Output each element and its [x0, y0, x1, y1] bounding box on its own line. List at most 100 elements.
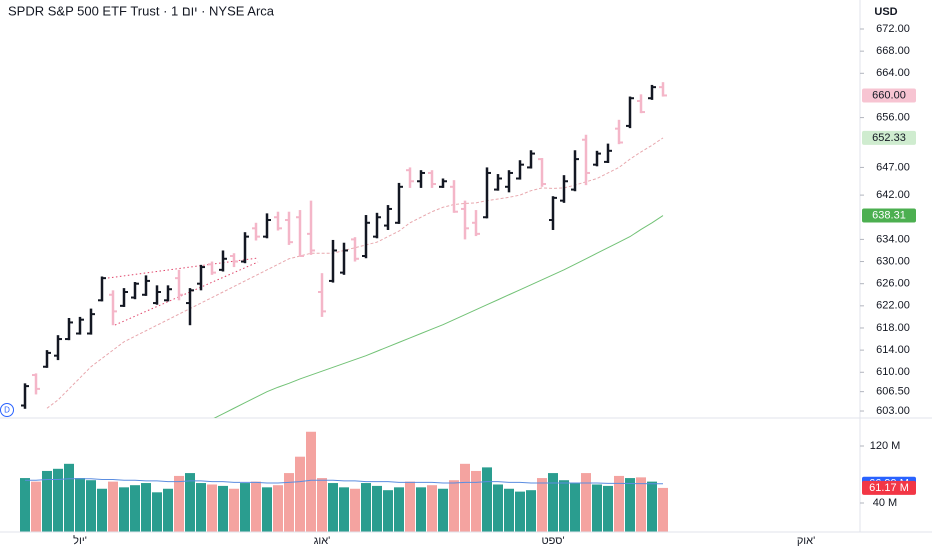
volume-bar — [251, 481, 261, 532]
volume-bar — [416, 487, 426, 532]
price-badge-label: 660.00 — [872, 89, 906, 101]
volume-bar — [570, 483, 580, 532]
y-tick-label: 610.00 — [876, 366, 910, 378]
volume-bar — [284, 473, 294, 532]
volume-bar — [108, 481, 118, 532]
volume-bar — [394, 487, 404, 532]
x-tick-label: אוג' — [314, 535, 331, 547]
volume-bar — [581, 473, 591, 532]
y-tick-label: 618.00 — [876, 322, 910, 334]
volume-tick-label: 40 M — [873, 497, 897, 509]
volume-bar — [614, 475, 624, 532]
volume-bar — [119, 487, 129, 532]
volume-bar — [185, 473, 195, 532]
volume-bar — [625, 478, 635, 532]
ma50-line — [213, 215, 664, 418]
volume-bar — [361, 483, 371, 532]
volume-bar — [240, 483, 250, 532]
y-tick-label: 626.00 — [876, 278, 910, 290]
price-axis: 603.00 606.50 610.00 614.00 618.00 622.00 626.… — [860, 23, 916, 509]
volume-bar — [647, 481, 657, 532]
volume-bar — [86, 480, 96, 532]
volume-bar — [471, 470, 481, 532]
y-tick-label: 622.00 — [876, 300, 910, 312]
price-badge-label: 638.31 — [872, 209, 906, 221]
volume-bar — [449, 480, 459, 532]
volume-badge — [862, 480, 916, 495]
volume-bar — [141, 483, 151, 532]
volume-bar — [515, 491, 525, 532]
y-tick-label: 642.00 — [876, 189, 910, 201]
volume-bar — [548, 473, 558, 532]
volume-bar — [339, 487, 349, 532]
volume-bar — [482, 467, 492, 532]
volume-bar — [20, 478, 30, 532]
ma20-line — [46, 137, 664, 409]
volume-bar — [163, 488, 173, 532]
y-tick-label: 606.50 — [876, 386, 910, 398]
volume-bar — [427, 485, 437, 532]
y-tick-label: 603.00 — [876, 405, 910, 417]
y-tick-label: 664.00 — [876, 67, 910, 79]
volume-bar — [229, 488, 239, 532]
volume-bar — [372, 485, 382, 532]
y-tick-label: 614.00 — [876, 344, 910, 356]
chart-title: SPDR S&P 500 ETF Trust · 1 יום · NYSE Ar… — [8, 3, 275, 18]
volume-bar — [152, 492, 162, 532]
volume-bar — [130, 485, 140, 532]
x-tick-label: יול' — [73, 534, 87, 547]
volume-bar — [174, 475, 184, 532]
price-badge — [862, 208, 916, 223]
volume-bar — [53, 468, 63, 532]
volume-bar — [460, 463, 470, 532]
y-tick-label: 672.00 — [876, 23, 910, 35]
dividend-marker[interactable] — [0, 403, 14, 417]
y-tick-label: 647.00 — [876, 161, 910, 173]
volume-bar — [295, 456, 305, 532]
volume-bar — [592, 484, 602, 532]
volume-bar — [42, 470, 52, 532]
volume-bar — [559, 480, 569, 532]
volume-bar — [526, 490, 536, 532]
volume-bar — [196, 483, 206, 532]
volume-bar — [405, 481, 415, 532]
volume-bar — [273, 485, 283, 532]
volume-bar — [438, 488, 448, 532]
y-tick-label: 634.00 — [876, 233, 910, 245]
volume-bar — [636, 477, 646, 532]
volume-bar — [537, 478, 547, 532]
volume-bar — [306, 431, 316, 532]
volume-bar — [31, 481, 41, 532]
volume-bar — [262, 487, 272, 532]
volume-pane — [20, 431, 668, 532]
volume-ma-line — [25, 478, 664, 485]
volume-bar — [603, 485, 613, 532]
volume-bar — [493, 484, 503, 532]
volume-bar — [383, 490, 393, 532]
volume-bar — [97, 488, 107, 532]
x-tick-label: אוק' — [797, 535, 815, 547]
currency[interactable]: USD — [874, 6, 897, 18]
volume-bar — [218, 485, 228, 532]
x-tick-label: ספט' — [541, 535, 564, 547]
volume-bar — [64, 463, 74, 532]
pattern-line — [107, 257, 259, 279]
y-tick-label: 656.00 — [876, 111, 910, 123]
volume-bar — [504, 488, 514, 532]
price-badge — [862, 130, 916, 145]
price-badge — [862, 88, 916, 103]
volume-tick-label: 120 M — [870, 440, 901, 452]
price-pane — [21, 82, 667, 418]
y-tick-label: 668.00 — [876, 45, 910, 57]
price-badge-label: 652.33 — [872, 132, 906, 144]
volume-badge-label: 61.17 M — [869, 482, 909, 494]
volume-bar — [317, 478, 327, 532]
volume-bar — [328, 483, 338, 532]
volume-bar — [658, 487, 668, 532]
volume-bar — [350, 488, 360, 532]
dividend-letter: D — [4, 406, 10, 415]
volume-bar — [207, 484, 217, 532]
